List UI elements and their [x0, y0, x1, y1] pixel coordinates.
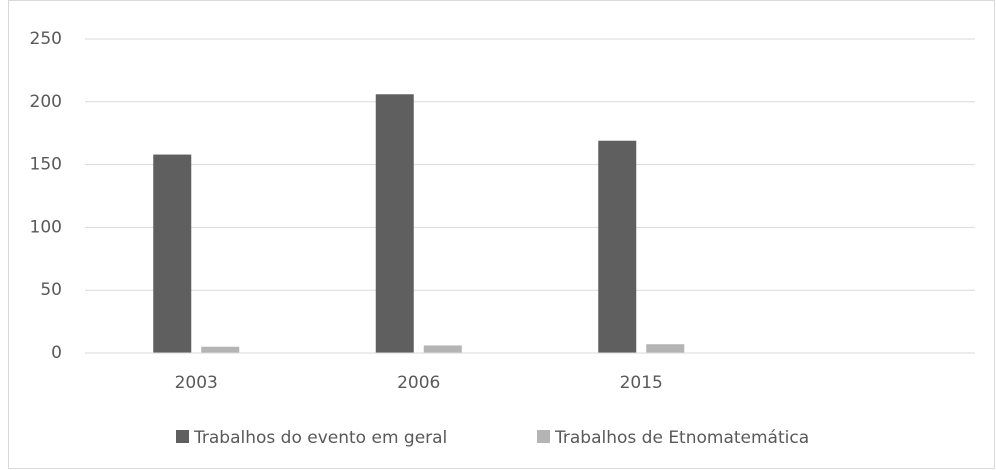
x-tick-label: 2003	[175, 373, 218, 393]
bar	[646, 344, 685, 353]
bar	[201, 346, 240, 353]
y-tick-label: 150	[30, 155, 62, 175]
x-tick-label: 2006	[397, 373, 440, 393]
y-tick-label: 200	[30, 92, 62, 112]
bar	[375, 94, 414, 353]
bar	[598, 140, 637, 353]
legend-label: Trabalhos do evento em geral	[193, 428, 447, 448]
legend-swatch	[537, 430, 550, 443]
bar	[423, 345, 462, 353]
y-tick-label: 0	[51, 343, 62, 363]
bar	[153, 154, 192, 353]
y-tick-label: 100	[30, 217, 62, 237]
x-tick-label: 2015	[620, 373, 663, 393]
y-tick-label: 50	[40, 280, 62, 300]
legend-label: Trabalhos de Etnomatemática	[554, 428, 809, 448]
legend-swatch	[176, 430, 189, 443]
y-tick-label: 250	[30, 29, 62, 49]
